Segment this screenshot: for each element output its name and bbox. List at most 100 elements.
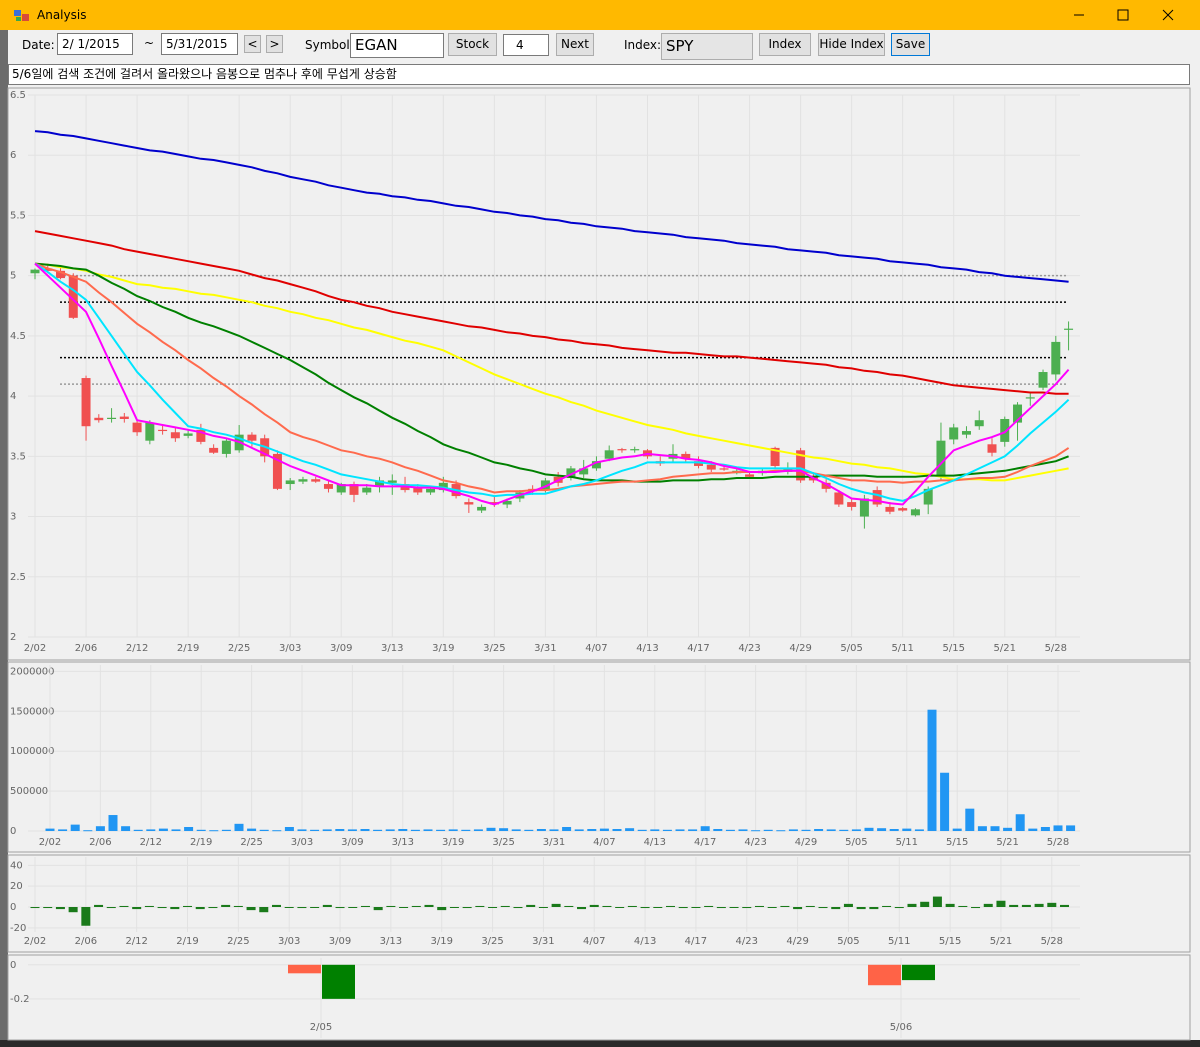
x-tick-label: 3/09 bbox=[341, 837, 363, 848]
bar bbox=[183, 905, 193, 907]
index-select[interactable]: SPY bbox=[661, 33, 753, 60]
y-tick-label: 0 bbox=[10, 902, 16, 913]
candle-body bbox=[43, 268, 53, 271]
bar bbox=[473, 829, 483, 831]
candle-body bbox=[502, 500, 512, 505]
bar bbox=[288, 964, 321, 974]
bar bbox=[461, 829, 471, 831]
bar bbox=[1028, 828, 1038, 831]
index-label: Index: bbox=[624, 38, 662, 52]
x-tick-label: 2/25 bbox=[228, 643, 250, 654]
x-tick-label: 4/29 bbox=[789, 643, 811, 654]
x-tick-label: 3/19 bbox=[432, 643, 454, 654]
candle-body bbox=[694, 461, 704, 466]
price-panel bbox=[7, 87, 1191, 661]
date-to[interactable]: 5/31/2015 bbox=[161, 33, 238, 55]
candle-body bbox=[706, 464, 716, 470]
bar bbox=[971, 907, 981, 909]
bar bbox=[640, 907, 650, 909]
bar bbox=[144, 905, 154, 907]
app-icon bbox=[14, 10, 29, 21]
moving-average-line bbox=[34, 130, 1069, 283]
save-button[interactable]: Save bbox=[891, 33, 930, 56]
bar bbox=[335, 829, 345, 831]
candle-body bbox=[323, 484, 333, 489]
index-button[interactable]: Index bbox=[759, 33, 811, 56]
x-tick-label: 5/28 bbox=[1045, 643, 1067, 654]
candle-body bbox=[119, 416, 129, 419]
moving-average-line bbox=[34, 262, 1070, 502]
bar bbox=[814, 829, 824, 831]
candle-body bbox=[1038, 372, 1048, 388]
x-tick-label: 3/31 bbox=[543, 837, 565, 848]
window-controls[interactable] bbox=[1060, 0, 1200, 30]
bar bbox=[577, 907, 587, 910]
symbol-input[interactable]: EGAN bbox=[350, 33, 444, 58]
stock-button[interactable]: Stock bbox=[448, 33, 497, 56]
bar bbox=[549, 829, 559, 831]
prev-button[interactable]: < bbox=[244, 35, 261, 53]
bar bbox=[424, 904, 434, 907]
bar bbox=[818, 907, 828, 909]
y-tick-label: 0 bbox=[10, 826, 16, 837]
bar bbox=[45, 828, 55, 831]
bar bbox=[284, 827, 294, 831]
x-tick-label: 3/25 bbox=[483, 643, 505, 654]
x-tick-label: 2/12 bbox=[126, 643, 148, 654]
y-tick-label: 3 bbox=[10, 512, 16, 523]
bar bbox=[121, 826, 131, 831]
candle-body bbox=[566, 468, 576, 479]
candle-body bbox=[196, 429, 206, 442]
count-spinner[interactable]: 4 bbox=[503, 34, 549, 56]
candle-body bbox=[387, 480, 397, 483]
x-tick-label: 2/25 bbox=[240, 837, 262, 848]
bar bbox=[30, 907, 40, 909]
bar bbox=[106, 907, 116, 909]
bar bbox=[615, 907, 625, 908]
candle-body bbox=[68, 275, 78, 318]
y-tick-label: 0 bbox=[10, 960, 16, 971]
bar bbox=[612, 829, 622, 831]
bar bbox=[399, 907, 409, 908]
bar bbox=[146, 829, 156, 831]
bar bbox=[920, 901, 930, 907]
candle-body bbox=[107, 417, 117, 419]
bar bbox=[133, 829, 143, 831]
bar bbox=[436, 829, 446, 831]
next-arrow-button[interactable]: > bbox=[266, 35, 283, 53]
hide-index-button[interactable]: Hide Index bbox=[818, 33, 885, 56]
x-tick-label: 3/03 bbox=[279, 643, 301, 654]
x-tick-label: 4/29 bbox=[795, 837, 817, 848]
volume-panel bbox=[7, 661, 1191, 853]
candle-body bbox=[859, 498, 869, 517]
moving-average-line bbox=[34, 230, 1069, 395]
x-tick-label: 2/06 bbox=[89, 837, 111, 848]
bar bbox=[851, 829, 861, 831]
date-from[interactable]: 2/ 1/2015 bbox=[57, 33, 133, 55]
window-title: Analysis bbox=[37, 8, 87, 22]
bar bbox=[965, 808, 975, 831]
tilde: ~ bbox=[144, 36, 155, 50]
candle-body bbox=[910, 509, 920, 516]
bar bbox=[688, 829, 698, 831]
bar bbox=[767, 907, 777, 908]
bar bbox=[776, 830, 786, 832]
bar bbox=[322, 904, 332, 907]
bar bbox=[574, 829, 584, 831]
candle-body bbox=[923, 488, 933, 505]
x-tick-label: 2/19 bbox=[176, 936, 198, 947]
next-button[interactable]: Next bbox=[556, 33, 594, 56]
bar bbox=[119, 905, 129, 907]
bar bbox=[716, 907, 726, 909]
note-box[interactable]: 5/6일에 검색 조건에 걸려서 올라왔으나 음봉으로 멈추나 후에 무섭게 상… bbox=[8, 64, 1190, 85]
bar bbox=[94, 904, 104, 907]
bar bbox=[310, 829, 320, 831]
x-tick-label: 2/02 bbox=[24, 643, 46, 654]
bar bbox=[259, 907, 269, 913]
bar bbox=[538, 907, 548, 908]
bar bbox=[831, 907, 841, 910]
x-tick-label: 2/06 bbox=[75, 936, 97, 947]
bar bbox=[653, 907, 663, 908]
x-tick-label: 4/13 bbox=[636, 643, 658, 654]
x-tick-label: 5/15 bbox=[942, 643, 964, 654]
